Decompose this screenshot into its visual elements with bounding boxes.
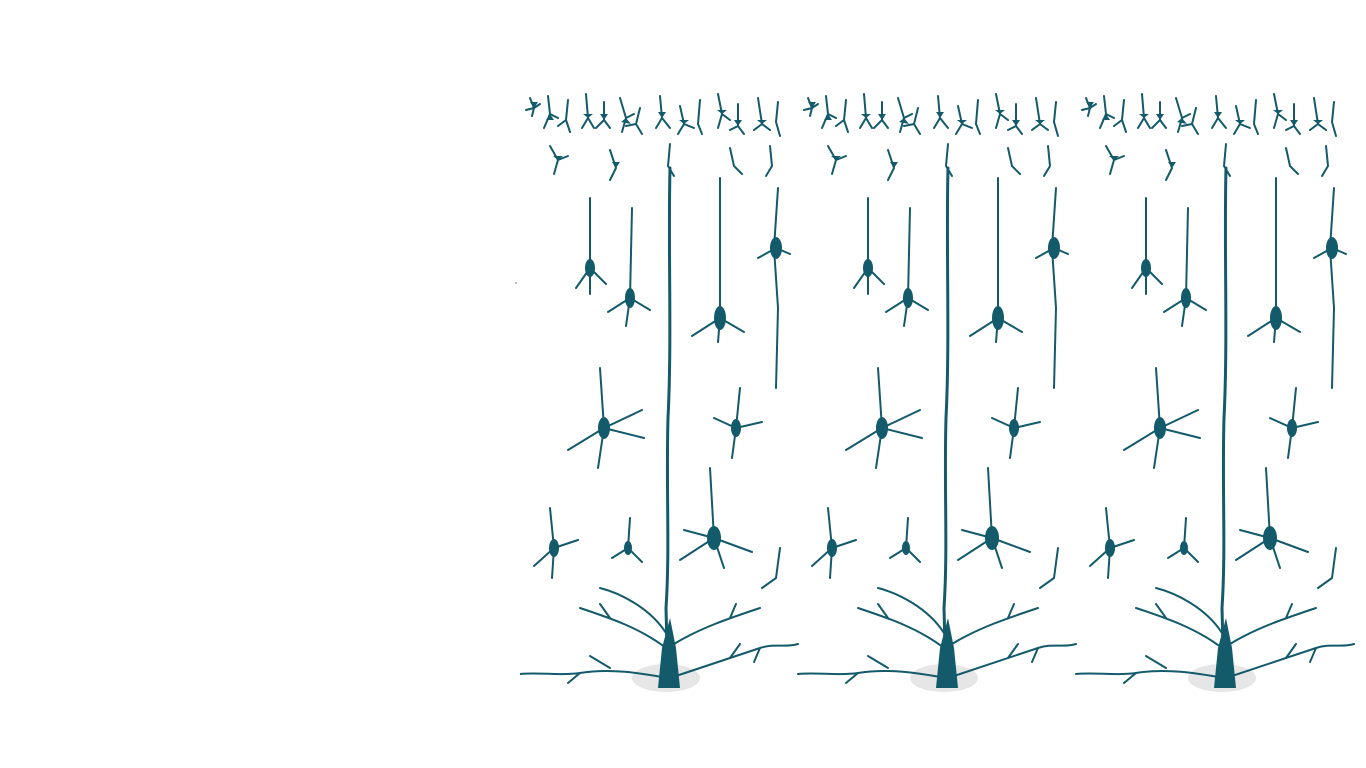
neuron-panel-2 (796, 92, 1078, 694)
neuron-panel-1 (520, 92, 800, 694)
stray-mark (515, 282, 517, 284)
neuron-illustration-svg (520, 92, 1355, 694)
neuron-panel-3 (1074, 92, 1355, 694)
neuron-illustration (520, 88, 1355, 698)
